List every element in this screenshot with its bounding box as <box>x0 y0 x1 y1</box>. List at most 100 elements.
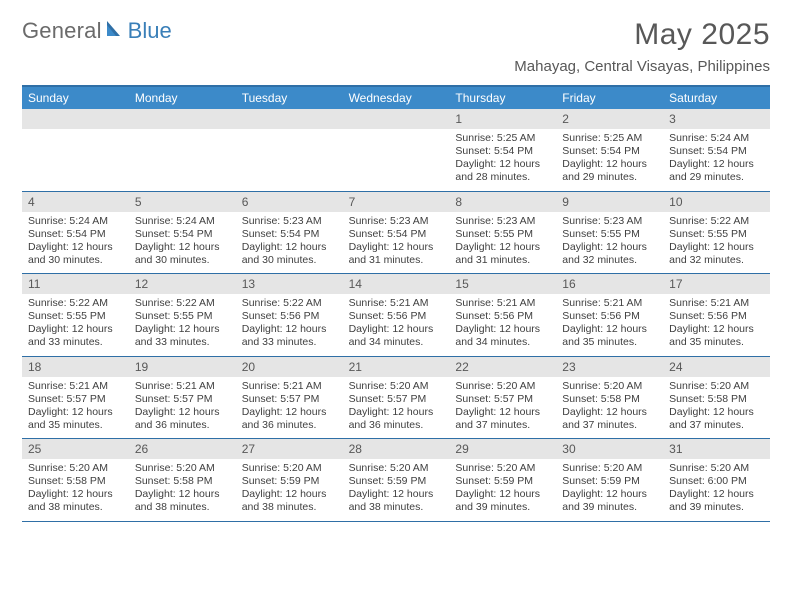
sunset-line: Sunset: 5:58 PM <box>135 475 230 488</box>
day-of-week-cell: Sunday <box>22 87 129 109</box>
daylight-line-2: and 38 minutes. <box>242 501 337 514</box>
day-of-week-cell: Monday <box>129 87 236 109</box>
sunrise-line: Sunrise: 5:23 AM <box>455 215 550 228</box>
daylight-line-1: Daylight: 12 hours <box>349 406 444 419</box>
brand-text-general: General <box>22 18 102 44</box>
daylight-line-1: Daylight: 12 hours <box>562 323 657 336</box>
day-number: 15 <box>449 274 556 294</box>
sunset-line: Sunset: 5:56 PM <box>562 310 657 323</box>
daylight-line-2: and 31 minutes. <box>349 254 444 267</box>
day-detail: Sunrise: 5:20 AMSunset: 5:57 PMDaylight:… <box>449 377 556 439</box>
week-row: 123Sunrise: 5:25 AMSunset: 5:54 PMDaylig… <box>22 109 770 192</box>
day-detail: Sunrise: 5:21 AMSunset: 5:57 PMDaylight:… <box>129 377 236 439</box>
day-detail: Sunrise: 5:21 AMSunset: 5:57 PMDaylight:… <box>236 377 343 439</box>
sunrise-line: Sunrise: 5:22 AM <box>669 215 764 228</box>
day-number: 19 <box>129 357 236 377</box>
daylight-line-1: Daylight: 12 hours <box>242 406 337 419</box>
calendar-grid: SundayMondayTuesdayWednesdayThursdayFrid… <box>22 85 770 522</box>
daylight-line-1: Daylight: 12 hours <box>562 406 657 419</box>
day-detail: Sunrise: 5:25 AMSunset: 5:54 PMDaylight:… <box>449 129 556 191</box>
sunset-line: Sunset: 5:56 PM <box>349 310 444 323</box>
daynum-band: 25262728293031 <box>22 439 770 459</box>
daylight-line-2: and 29 minutes. <box>562 171 657 184</box>
day-detail <box>22 129 129 191</box>
sunrise-line: Sunrise: 5:20 AM <box>242 462 337 475</box>
sunrise-line: Sunrise: 5:20 AM <box>562 462 657 475</box>
daylight-line-2: and 38 minutes. <box>28 501 123 514</box>
day-number: 22 <box>449 357 556 377</box>
sunset-line: Sunset: 5:58 PM <box>562 393 657 406</box>
week-row: 45678910Sunrise: 5:24 AMSunset: 5:54 PMD… <box>22 192 770 275</box>
day-detail: Sunrise: 5:23 AMSunset: 5:54 PMDaylight:… <box>343 212 450 274</box>
day-number: 14 <box>343 274 450 294</box>
day-number: 30 <box>556 439 663 459</box>
daylight-line-2: and 30 minutes. <box>242 254 337 267</box>
day-number: 9 <box>556 192 663 212</box>
sunrise-line: Sunrise: 5:20 AM <box>349 380 444 393</box>
daylight-line-1: Daylight: 12 hours <box>562 488 657 501</box>
day-number: 1 <box>449 109 556 129</box>
sunrise-line: Sunrise: 5:23 AM <box>349 215 444 228</box>
day-number: 7 <box>343 192 450 212</box>
sunrise-line: Sunrise: 5:25 AM <box>562 132 657 145</box>
sunrise-line: Sunrise: 5:24 AM <box>28 215 123 228</box>
day-detail: Sunrise: 5:21 AMSunset: 5:56 PMDaylight:… <box>556 294 663 356</box>
sunset-line: Sunset: 5:57 PM <box>135 393 230 406</box>
sunrise-line: Sunrise: 5:22 AM <box>28 297 123 310</box>
day-detail: Sunrise: 5:20 AMSunset: 5:58 PMDaylight:… <box>663 377 770 439</box>
day-detail: Sunrise: 5:20 AMSunset: 5:59 PMDaylight:… <box>556 459 663 521</box>
daylight-line-1: Daylight: 12 hours <box>669 158 764 171</box>
day-number: 8 <box>449 192 556 212</box>
day-detail: Sunrise: 5:20 AMSunset: 5:59 PMDaylight:… <box>236 459 343 521</box>
day-detail: Sunrise: 5:20 AMSunset: 5:58 PMDaylight:… <box>129 459 236 521</box>
sunset-line: Sunset: 5:57 PM <box>242 393 337 406</box>
day-of-week-cell: Wednesday <box>343 87 450 109</box>
sunrise-line: Sunrise: 5:20 AM <box>349 462 444 475</box>
sunrise-line: Sunrise: 5:23 AM <box>562 215 657 228</box>
daylight-line-2: and 33 minutes. <box>242 336 337 349</box>
sunrise-line: Sunrise: 5:23 AM <box>242 215 337 228</box>
sunrise-line: Sunrise: 5:20 AM <box>455 380 550 393</box>
sunrise-line: Sunrise: 5:22 AM <box>135 297 230 310</box>
sunrise-line: Sunrise: 5:21 AM <box>242 380 337 393</box>
day-detail: Sunrise: 5:22 AMSunset: 5:56 PMDaylight:… <box>236 294 343 356</box>
day-number: 12 <box>129 274 236 294</box>
day-number: 6 <box>236 192 343 212</box>
day-number: 10 <box>663 192 770 212</box>
daylight-line-1: Daylight: 12 hours <box>28 488 123 501</box>
daylight-line-1: Daylight: 12 hours <box>28 241 123 254</box>
daylight-line-2: and 39 minutes. <box>562 501 657 514</box>
day-number: 24 <box>663 357 770 377</box>
brand-text-blue: Blue <box>128 18 172 44</box>
day-detail <box>236 129 343 191</box>
day-detail: Sunrise: 5:24 AMSunset: 5:54 PMDaylight:… <box>129 212 236 274</box>
brand-logo: General Blue <box>22 18 172 44</box>
sunset-line: Sunset: 5:57 PM <box>349 393 444 406</box>
daylight-line-1: Daylight: 12 hours <box>455 241 550 254</box>
daylight-line-2: and 37 minutes. <box>455 419 550 432</box>
daylight-line-1: Daylight: 12 hours <box>349 241 444 254</box>
daylight-line-1: Daylight: 12 hours <box>349 488 444 501</box>
daynum-band: 11121314151617 <box>22 274 770 294</box>
daylight-line-2: and 39 minutes. <box>455 501 550 514</box>
daylight-line-1: Daylight: 12 hours <box>242 488 337 501</box>
sunset-line: Sunset: 5:54 PM <box>349 228 444 241</box>
day-number: 25 <box>22 439 129 459</box>
daylight-line-2: and 34 minutes. <box>349 336 444 349</box>
daylight-line-2: and 37 minutes. <box>562 419 657 432</box>
day-detail: Sunrise: 5:23 AMSunset: 5:54 PMDaylight:… <box>236 212 343 274</box>
daylight-line-2: and 30 minutes. <box>135 254 230 267</box>
day-number: 13 <box>236 274 343 294</box>
daylight-line-2: and 37 minutes. <box>669 419 764 432</box>
day-detail: Sunrise: 5:21 AMSunset: 5:56 PMDaylight:… <box>343 294 450 356</box>
daylight-line-1: Daylight: 12 hours <box>28 406 123 419</box>
daylight-line-1: Daylight: 12 hours <box>242 323 337 336</box>
sunrise-line: Sunrise: 5:24 AM <box>669 132 764 145</box>
day-detail: Sunrise: 5:22 AMSunset: 5:55 PMDaylight:… <box>129 294 236 356</box>
daylight-line-1: Daylight: 12 hours <box>135 323 230 336</box>
sunrise-line: Sunrise: 5:21 AM <box>455 297 550 310</box>
day-number: 27 <box>236 439 343 459</box>
week-row: 11121314151617Sunrise: 5:22 AMSunset: 5:… <box>22 274 770 357</box>
sunrise-line: Sunrise: 5:24 AM <box>135 215 230 228</box>
sunset-line: Sunset: 5:58 PM <box>28 475 123 488</box>
